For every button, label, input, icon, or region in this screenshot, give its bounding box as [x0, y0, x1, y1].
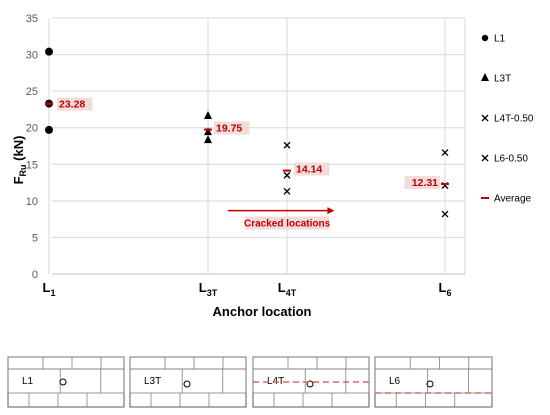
y-tick-label: 30: [26, 50, 38, 62]
cracked-arrow-head: [327, 207, 335, 215]
x-stroke: [481, 114, 489, 122]
average-marks: 23.28 19.75 14.14 12.31: [45, 97, 449, 189]
diagram-l6: L6: [374, 356, 493, 408]
average-label-bg: [404, 175, 440, 189]
x-stroke: [283, 187, 291, 195]
x-stroke: [441, 149, 449, 157]
data-point-l4t-0-50: [283, 141, 291, 149]
diagram-label: L6: [389, 376, 401, 387]
y-tick-label: 20: [26, 123, 38, 135]
category-label: L4T: [278, 280, 297, 298]
diagram-frame: [252, 356, 370, 408]
data-point-l3t: [204, 111, 212, 120]
average-label: 23.28: [59, 99, 85, 111]
y-tick-label: 10: [26, 196, 38, 208]
cracked-annotation: Cracked locations: [227, 207, 335, 230]
y-tick-label: 0: [32, 269, 38, 281]
legend-label: Average: [494, 194, 532, 205]
average-label-bg: [294, 162, 330, 176]
data-point-l1: [45, 47, 53, 56]
cracked-label: Cracked locations: [244, 219, 331, 230]
anchor-hole: [306, 380, 314, 388]
legend-marker-l4t-0-50: [481, 114, 489, 122]
x-axis-title: Anchor location: [213, 304, 312, 319]
diagram-label: L1: [22, 376, 34, 387]
data-point-l3t: [204, 135, 212, 144]
category-label: L6: [439, 280, 452, 298]
data-point-l6-0-50: [441, 210, 449, 218]
legend-label: L6-0.50: [494, 154, 528, 165]
average-label: 12.31: [412, 177, 438, 189]
category-labels: L1 L3T L4T L6: [43, 280, 452, 298]
legend-marker-l3t: [481, 73, 489, 81]
brick-course: [252, 368, 370, 394]
x-stroke: [283, 141, 291, 149]
legend-label: L4T-0.50: [494, 114, 534, 125]
y-tick-label: 25: [26, 86, 38, 98]
y-tick-label: 35: [26, 13, 38, 25]
category-label: L1: [43, 280, 56, 298]
average-label: 19.75: [216, 123, 242, 135]
y-axis-title: FRu (kN): [11, 136, 28, 185]
category-label: L3T: [199, 280, 218, 298]
data-point-l3t: [204, 127, 212, 136]
data-point-l6-0-50: [441, 149, 449, 157]
diagram-frame: [374, 356, 493, 408]
y-tick-labels: 0 5 10 15 20 25 30 35: [26, 13, 38, 281]
diagram-label: L3T: [144, 376, 161, 387]
data-point-l4t-0-50: [283, 187, 291, 195]
anchor-diagrams: L1 L3T L4T L6: [7, 356, 493, 408]
brick-course: [7, 368, 125, 394]
y-tick-label: 5: [32, 232, 38, 244]
legend-marker-l6-0-50: [481, 154, 489, 162]
brick-course: [129, 368, 247, 394]
legend: L1 L3T L4T-0.50 L6-0.50 Average: [481, 34, 534, 205]
y-tick-label: 15: [26, 159, 38, 171]
data-point-l1: [45, 125, 53, 134]
average-label-bg: [57, 97, 93, 111]
x-stroke: [283, 171, 291, 179]
legend-label: L1: [494, 34, 506, 45]
anchor-hole: [183, 380, 191, 388]
x-stroke: [441, 210, 449, 218]
data-point-l4t-0-50: [283, 171, 291, 179]
anchor-hole: [426, 380, 434, 388]
average-label-bg: [214, 121, 250, 135]
x-stroke: [481, 154, 489, 162]
average-label: 14.14: [296, 164, 322, 176]
diagram-l1: L1: [7, 356, 125, 408]
anchor-hole: [59, 378, 67, 386]
legend-label: L3T: [494, 74, 511, 85]
diagram-l3t: L3T: [129, 356, 247, 408]
cracked-label-bg: [245, 216, 330, 230]
grid-lines: [48, 17, 466, 274]
diagram-l4t: L4T: [252, 356, 370, 408]
legend-marker-l1: [481, 34, 489, 42]
brick-course: [374, 368, 493, 394]
